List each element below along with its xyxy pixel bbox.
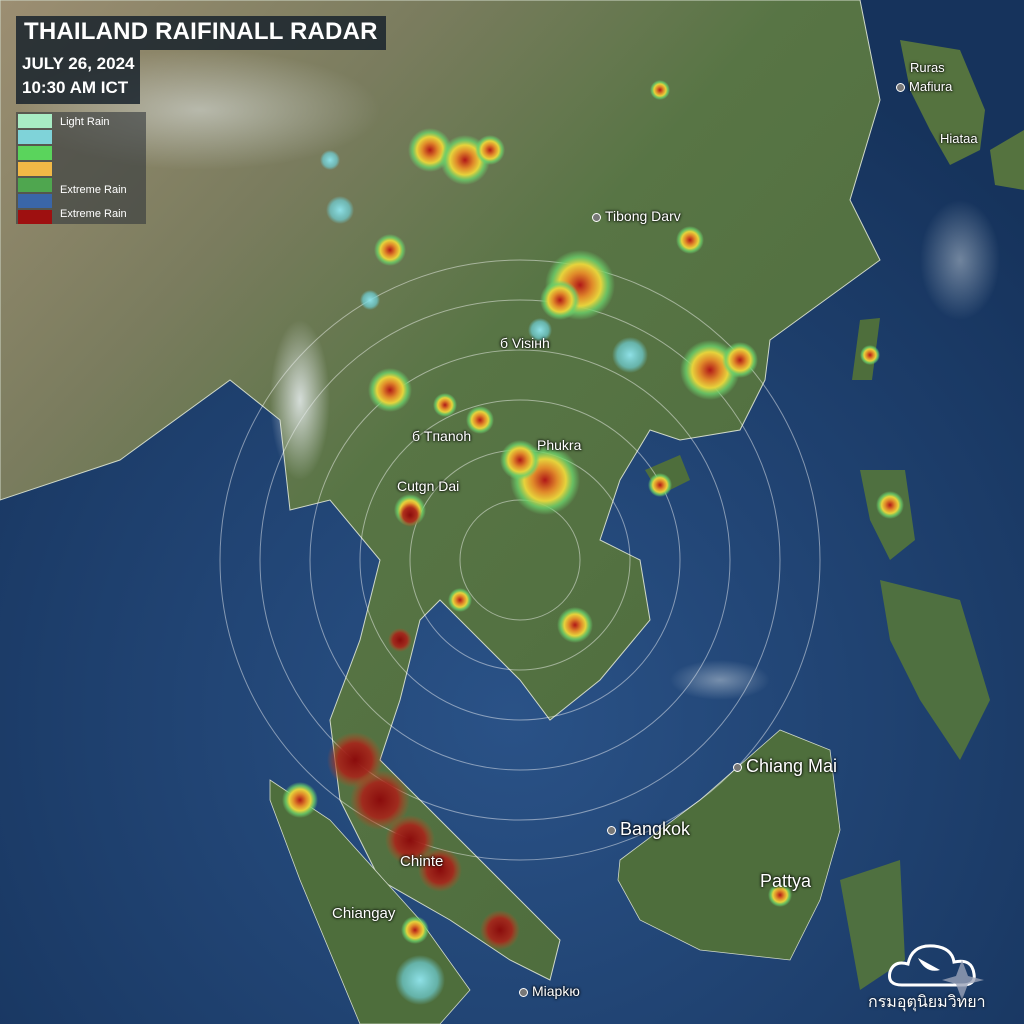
rain-cell	[676, 226, 704, 254]
extreme-rain-cell	[388, 628, 412, 652]
legend-swatch-4	[18, 162, 52, 176]
place-name: Bangkok	[620, 819, 691, 839]
map-title: THAILAND RAIFINALL RADAR	[24, 18, 378, 45]
title-box: THAILAND RAIFINALL RADAR	[16, 16, 386, 50]
legend-label-extreme-2: Extreme Rain	[60, 208, 127, 220]
legend-swatch-5	[18, 178, 52, 192]
rain-cell	[401, 916, 429, 944]
legend: Light Rain Extreme Rain Extreme Rain	[16, 112, 146, 224]
rain-cell	[500, 440, 540, 480]
place-name: Miapkю	[532, 983, 580, 999]
extreme-rain-cell	[385, 815, 435, 865]
timestamp-box: JULY 26, 2024 10:30 AM ICT	[16, 50, 141, 104]
radar-ring	[219, 259, 821, 861]
rain-cell	[540, 280, 580, 320]
rain-cell	[433, 393, 457, 417]
light-rain-cell	[326, 196, 354, 224]
place-label: Chinte	[400, 853, 444, 870]
rain-cell	[876, 491, 904, 519]
japan	[990, 130, 1024, 190]
radar-ring	[259, 299, 781, 821]
place-name: Mafiura	[909, 79, 953, 94]
light-rain-cell	[320, 150, 340, 170]
radar-ring	[359, 399, 681, 721]
city-dot-icon	[733, 762, 742, 772]
legend-label-light: Light Rain	[60, 116, 110, 128]
light-rain-cell	[612, 337, 648, 373]
rain-cell	[466, 406, 494, 434]
rain-cell	[374, 234, 406, 266]
city-dot-icon	[896, 83, 905, 93]
place-label: Miapkю	[519, 983, 580, 999]
city-dot-icon	[592, 212, 601, 222]
place-label: Hiataa	[940, 131, 978, 146]
place-label: Ruras	[910, 60, 945, 75]
light-rain-cell	[360, 290, 380, 310]
date-label: JULY 26, 2024	[22, 54, 135, 73]
place-label: Phukra	[537, 437, 582, 453]
rain-cell	[768, 883, 792, 907]
light-rain-cell	[395, 955, 445, 1005]
legend-swatch-3	[18, 146, 52, 160]
place-name: Tibong Darv	[605, 208, 681, 224]
place-label: Bangkok	[607, 819, 690, 840]
place-label: Mafiura	[896, 79, 952, 94]
logo-text: กรมอุตุนิยมวิทยา	[868, 992, 986, 1011]
city-dot-icon	[607, 825, 616, 835]
place-label: б Tпanoh	[412, 428, 472, 444]
rain-cell	[648, 473, 672, 497]
rain-cell	[722, 342, 758, 378]
place-label: Chiangay	[332, 905, 396, 922]
extreme-rain-cell	[398, 503, 422, 527]
place-label: Pattya	[760, 871, 812, 891]
extreme-rain-cell	[418, 848, 462, 892]
mainland	[0, 0, 881, 981]
city-dot-icon	[519, 987, 528, 997]
place-label: Tibong Darv	[592, 208, 681, 224]
legend-swatch-2	[18, 130, 52, 144]
rain-cell	[282, 782, 318, 818]
rain-cell	[475, 135, 505, 165]
legend-swatch-6	[18, 194, 52, 208]
legend-swatch-7	[18, 210, 52, 224]
legend-swatch-1	[18, 114, 52, 128]
legend-label-extreme: Extreme Rain	[60, 184, 127, 196]
rain-cell	[368, 368, 412, 412]
rain-echoes	[282, 80, 904, 1005]
light-rain-cell	[528, 318, 552, 342]
radar-ring	[309, 349, 731, 771]
cloud-radar-icon	[888, 944, 984, 1000]
extreme-rain-cell	[350, 770, 410, 830]
place-label: б Visінh	[500, 335, 550, 351]
philippines	[840, 470, 990, 990]
rain-cell	[557, 607, 593, 643]
place-label: Chiang Mai	[733, 756, 837, 777]
extreme-rain-cell	[480, 910, 520, 950]
rain-cell	[650, 80, 670, 100]
place-label: Cutgn Dai	[397, 478, 460, 494]
korea	[900, 40, 985, 165]
rain-cell	[860, 345, 880, 365]
time-label: 10:30 AM ICT	[22, 78, 129, 97]
rain-cell	[448, 588, 472, 612]
place-name: Chiang Mai	[746, 756, 838, 776]
